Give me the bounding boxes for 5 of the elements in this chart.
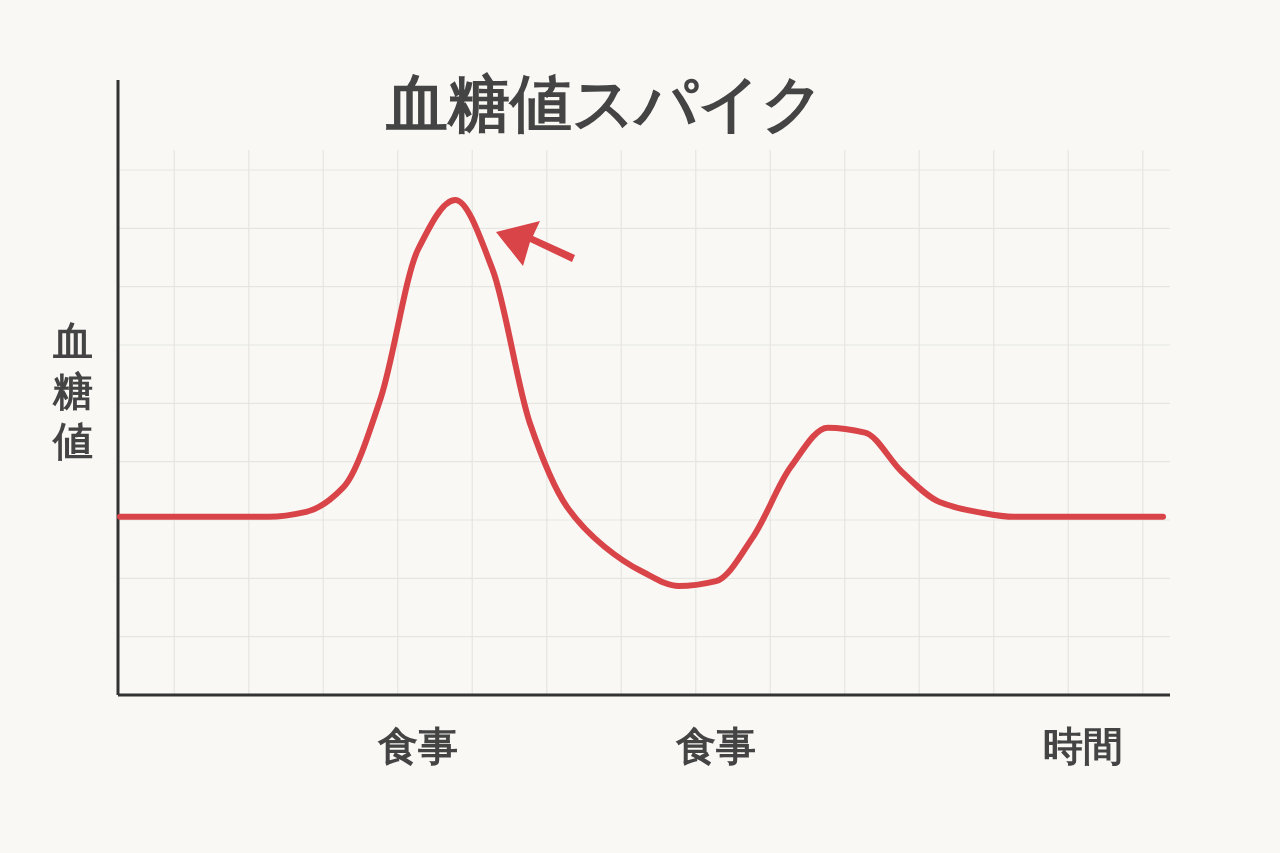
y-axis-title: 血糖値 bbox=[51, 318, 93, 464]
x-tick-label: 食事 bbox=[675, 723, 756, 769]
chart-title: 血糖値スパイク bbox=[385, 67, 824, 140]
x-tick-label: 食事 bbox=[377, 723, 458, 769]
x-axis-title: 時間 bbox=[1043, 723, 1123, 769]
